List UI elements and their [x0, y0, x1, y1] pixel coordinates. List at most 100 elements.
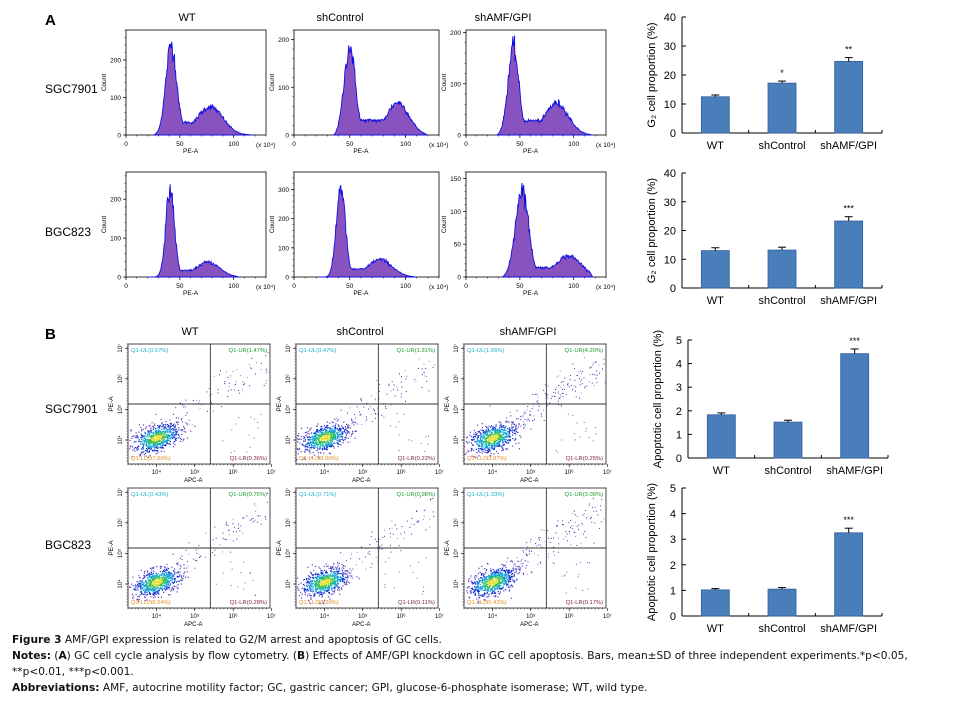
x-unit-label: (x 10⁴) — [596, 142, 615, 149]
quadrant-label-ur: Q1-UR(0.75%) — [229, 492, 267, 498]
y-tick-label: 1 — [676, 429, 682, 441]
y-tick-label: 150 — [450, 176, 461, 183]
x-tick-label: shAMF/GPI — [826, 465, 883, 477]
y-tick-label: 30 — [664, 197, 676, 209]
y-axis-label: PE-A — [276, 396, 283, 412]
quadrant-label-ur: Q1-UR(1.31%) — [397, 348, 435, 354]
y-axis-label: PE-A — [444, 396, 451, 412]
x-tick-label: 50 — [346, 283, 354, 290]
x-tick-label: 10⁵ — [358, 469, 368, 476]
histogram-hist-bgc823-wt: 0 100 200 0 50 100 PE-A (x 10⁴) Count — [101, 171, 275, 297]
events — [296, 496, 435, 605]
y-tick-label: 40 — [664, 12, 676, 24]
y-tick-label: 10⁴ — [453, 435, 460, 445]
y-axis-label: Apoptotic cell proportion (%) — [652, 330, 664, 468]
dot-plot-scatter-sgc7901-wt: Q1-UL(0.57%) Q1-UR(1.47%) Q1-LL(97.60%) Q1-… — [108, 343, 276, 484]
x-tick-label: 10⁷ — [603, 469, 612, 476]
quadrant-label-ul: Q1-UL(1.33%) — [467, 492, 504, 498]
y-axis-label: Count — [101, 216, 108, 234]
quadrant-label-lr: Q1-LR(0.36%) — [230, 456, 267, 462]
quadrant-label-ll: Q1-LL(98.20%) — [299, 600, 339, 606]
x-tick-label: 10⁵ — [358, 613, 368, 620]
plot-frame — [125, 171, 267, 278]
quadrant-label-ur: Q1-UR(1.47%) — [229, 348, 267, 354]
x-tick-label: 10⁷ — [435, 469, 444, 476]
dot-plot-scatter-sgc7901-shamf: Q1-UL(1.66%) Q1-UR(4.20%) Q1-LL(93.87%) Q1-… — [444, 343, 612, 484]
y-tick-label: 10⁴ — [285, 435, 292, 445]
x-axis-label: PE-A — [353, 290, 369, 297]
caption-title-line: Figure 3 AMF/GPI expression is related t… — [12, 632, 908, 648]
figure-label: Figure 3 — [12, 634, 62, 646]
plot-frame — [465, 171, 607, 278]
y-tick-label: 10⁵ — [453, 548, 460, 558]
bar — [834, 532, 864, 617]
x-tick-label: 100 — [400, 141, 411, 148]
x-axis-label: APC-A — [352, 622, 370, 628]
x-tick-label: 50 — [176, 283, 184, 290]
y-tick-label: 20 — [664, 226, 676, 238]
y-tick-label: 10⁶ — [453, 518, 460, 528]
x-tick-label: 0 — [292, 283, 296, 290]
histogram-hist-sgc7901-shcontrol: 0 100 200 0 50 100 PE-A (x 10⁴) Count — [269, 29, 448, 155]
x-axis-label: APC-A — [520, 478, 538, 484]
notes-text: ) GC cell cycle analysis by flow cytomet… — [66, 650, 297, 662]
bar — [706, 414, 736, 459]
significance-marker: *** — [843, 204, 854, 214]
x-tick-label: shControl — [758, 295, 805, 307]
x-tick-label: 10⁴ — [488, 613, 498, 620]
y-tick-label: 10⁷ — [117, 344, 124, 353]
x-tick-label: 10⁶ — [565, 613, 575, 620]
x-tick-label: 10⁶ — [565, 469, 575, 476]
y-tick-label: 20 — [664, 70, 676, 82]
histogram-hist-sgc7901-shamf: 0 100 200 0 50 100 PE-A (x 10⁴) Count — [441, 29, 615, 155]
quadrant-label-ul: Q1-UL(0.43%) — [131, 492, 168, 498]
y-axis-label: PE-A — [444, 540, 451, 556]
y-tick-label: 10⁵ — [453, 404, 460, 414]
y-axis-label: Apoptotic cell proportion (%) — [646, 483, 658, 621]
x-tick-label: 10⁶ — [397, 469, 407, 476]
significance-marker: ** — [845, 45, 853, 55]
x-axis-label: PE-A — [183, 290, 199, 297]
events — [464, 498, 606, 604]
y-tick-label: 10⁷ — [453, 344, 460, 353]
y-axis-label: PE-A — [276, 540, 283, 556]
dot-plot-scatter-bgc823-shamf: Q1-UL(1.33%) Q1-UR(3.09%) Q1-LL(95.42%) Q1-… — [444, 487, 612, 628]
x-tick-label: 10⁶ — [229, 613, 239, 620]
histogram-hist-sgc7901-wt: 0 100 200 0 50 100 PE-A (x 10⁴) Count — [101, 29, 275, 155]
x-tick-label: 100 — [568, 141, 579, 148]
quadrant-label-ur: Q1-UR(4.20%) — [565, 348, 603, 354]
histogram-hist-bgc823-shcontrol: 0 100 200 300 0 50 100 PE-A (x 10⁴) Count — [269, 171, 448, 297]
y-tick-label: 10⁵ — [285, 404, 292, 414]
dot-plot-scatter-bgc823-wt: Q1-UL(0.43%) Q1-UR(0.75%) Q1-LL(98.54%) Q1-… — [108, 487, 276, 628]
quadrant-label-ul: Q1-UL(0.57%) — [131, 348, 168, 354]
x-tick-label: WT — [707, 623, 724, 635]
row-label-sgc7901-b: SGC7901 — [45, 402, 98, 416]
x-tick-label: 10⁶ — [229, 469, 239, 476]
y-axis-label: PE-A — [108, 540, 115, 556]
quadrant-label-ll: Q1-LL(98.00%) — [299, 456, 339, 462]
x-unit-label: (x 10⁴) — [596, 284, 615, 291]
y-tick-label: 10⁶ — [117, 374, 124, 384]
x-tick-label: 10⁵ — [526, 469, 536, 476]
col-title-shamf-b: shAMF/GPI — [499, 326, 557, 338]
notes-b: B — [296, 650, 306, 662]
bar-chart-bar-apop-bgc823: 0 1 2 3 4 5 WT shControl *** shAMF/GPI Apoptotic c… — [646, 483, 883, 635]
x-tick-label: shControl — [764, 465, 811, 477]
y-tick-label: 2 — [670, 560, 676, 572]
row-label-bgc823-b: BGC823 — [45, 538, 92, 552]
y-tick-label: 100 — [278, 85, 289, 92]
bar-chart-bar-g2-sgc7901: 0 10 20 30 40 WT * shControl ** shAMF/GPI G₂ cell … — [646, 12, 883, 152]
x-axis-label: APC-A — [352, 478, 370, 484]
y-tick-label: 100 — [450, 81, 461, 88]
x-tick-label: shAMF/GPI — [820, 623, 877, 635]
bar — [767, 588, 797, 617]
abbrev-label: Abbreviations: — [12, 682, 100, 694]
bar — [700, 250, 730, 289]
col-title-shamf: shAMF/GPI — [474, 12, 532, 24]
y-tick-label: 300 — [278, 187, 289, 194]
x-tick-label: 50 — [176, 141, 184, 148]
x-tick-label: 10⁵ — [190, 469, 200, 476]
y-tick-label: 0 — [670, 283, 676, 295]
y-tick-label: 30 — [664, 41, 676, 53]
